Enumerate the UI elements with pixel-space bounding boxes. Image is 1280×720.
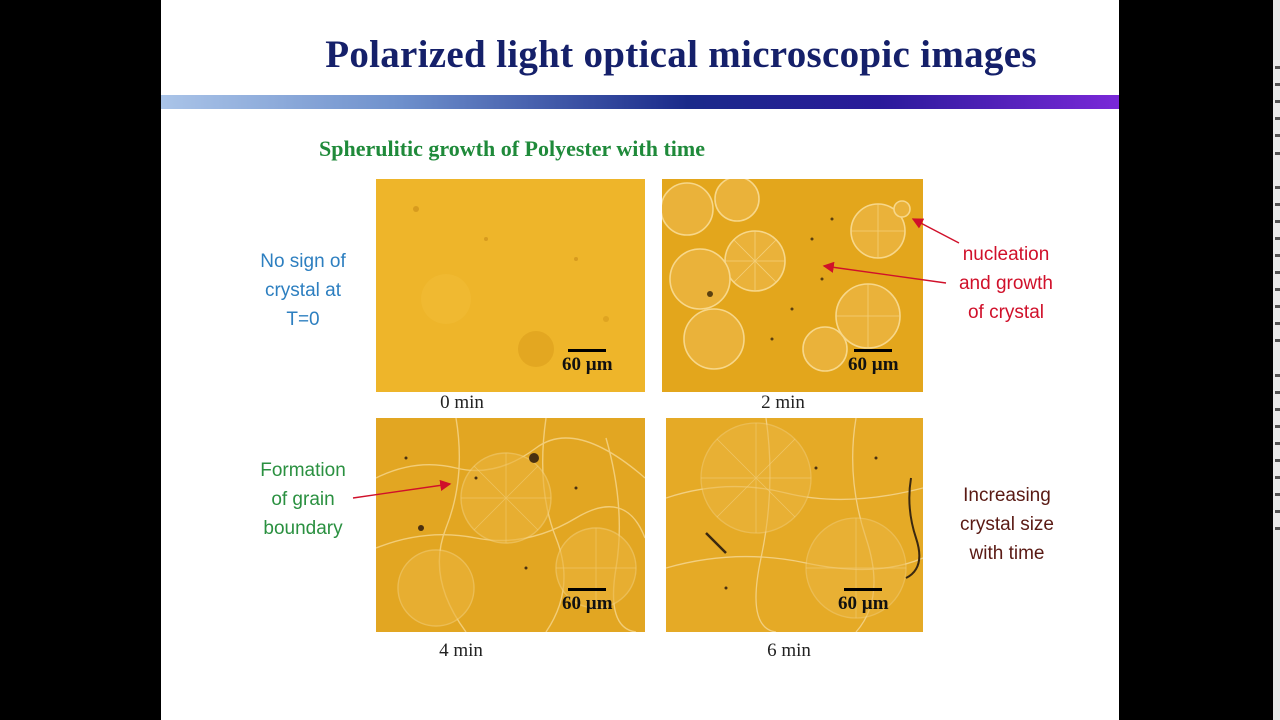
scale-bar-6: 60 µm [838, 588, 889, 615]
annotation-nucleation-line-2: and growth [958, 273, 1053, 294]
annotation-nucleation: nucleation and growth of crystal [941, 240, 1071, 327]
annotation-no-sign: No sign of crystal at T=0 [243, 247, 363, 334]
annotation-no-sign-line-2: crystal at [264, 280, 342, 301]
annotation-increasing: Increasing crystal size with time [942, 481, 1072, 568]
annotation-grain-boundary: Formation of grain boundary [243, 456, 363, 543]
micrograph-4-min: 60 µm [376, 418, 645, 632]
annotation-increasing-line-1: Increasing [963, 485, 1051, 506]
annotation-nucleation-line-1: nucleation [962, 244, 1050, 265]
annotation-grain-line-1: Formation [260, 460, 346, 481]
caption-6-min: 6 min [767, 640, 811, 661]
annotation-grain-line-3: boundary [263, 518, 343, 539]
micrograph-6-texture [666, 418, 923, 632]
scale-label-4: 60 µm [562, 593, 613, 614]
annotation-increasing-line-2: crystal size [960, 514, 1054, 535]
annotation-grain-line-2: of grain [271, 489, 335, 510]
subtitle-text: Spherulitic growth of Polyester with tim… [319, 136, 705, 161]
scale-label-6: 60 µm [838, 593, 889, 614]
caption-0-min: 0 min [440, 392, 484, 413]
micrograph-2-texture [662, 179, 911, 372]
annotation-no-sign-line-1: No sign of [260, 251, 346, 272]
annotation-no-sign-line-3: T=0 [286, 309, 320, 330]
slide-title: Polarized light optical microscopic imag… [325, 33, 1037, 76]
slide-subtitle: Spherulitic growth of Polyester with tim… [161, 136, 1119, 162]
slide: Polarized light optical microscopic imag… [161, 0, 1119, 720]
scale-label-2: 60 µm [848, 354, 899, 375]
window-edge [1273, 0, 1280, 720]
annotation-nucleation-line-3: of crystal [967, 302, 1045, 323]
annotation-increasing-line-3: with time [969, 543, 1045, 564]
scale-bar-4: 60 µm [562, 588, 613, 615]
scale-bar-2: 60 µm [848, 349, 899, 376]
caption-2-min: 2 min [761, 392, 805, 413]
title-divider-bar [161, 95, 1119, 109]
scale-bar-0: 60 µm [562, 349, 613, 376]
caption-4-min: 4 min [439, 640, 483, 661]
micrograph-2-min: 60 µm [662, 179, 923, 392]
micrograph-6-min: 60 µm [666, 418, 923, 632]
micrograph-0-min: 60 µm [376, 179, 645, 392]
scale-label-0: 60 µm [562, 354, 613, 375]
micrograph-0-texture [413, 206, 609, 367]
micrograph-4-texture [376, 418, 645, 632]
